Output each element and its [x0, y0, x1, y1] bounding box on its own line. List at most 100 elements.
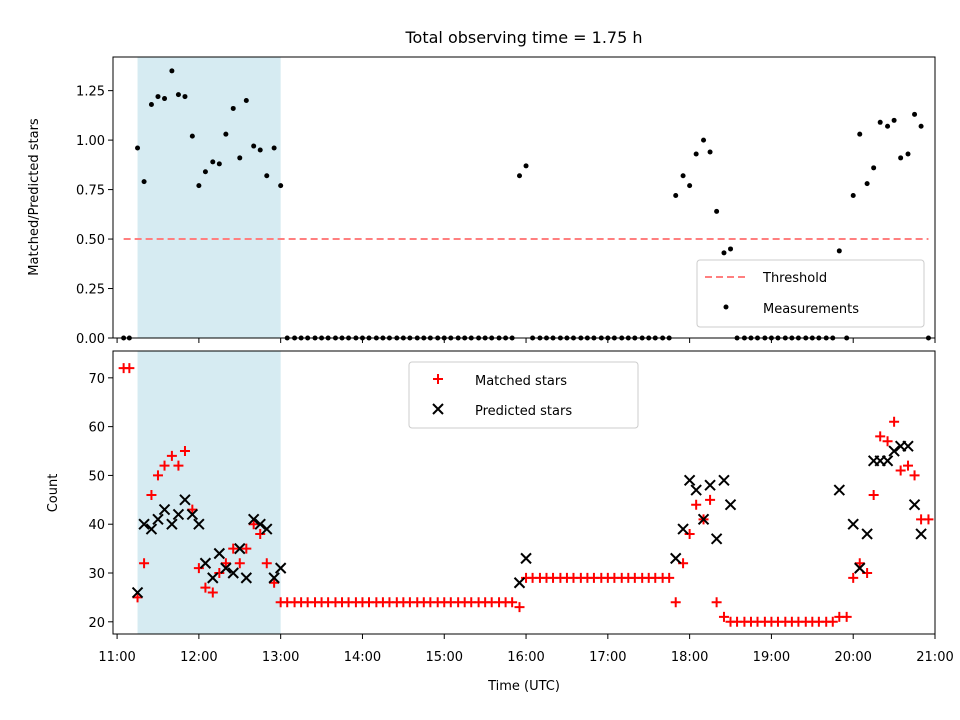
matched-star-marker [507, 597, 518, 608]
measurement-point [175, 92, 181, 98]
predicted-star-marker [172, 508, 185, 521]
matched-star-marker [214, 568, 225, 579]
matched-star-marker [124, 363, 135, 374]
legend-threshold-label: Threshold [762, 271, 827, 286]
predicted-star-marker [179, 494, 191, 506]
matched-star-marker [903, 460, 914, 471]
measurement-point [189, 133, 195, 139]
shaded-region [137, 57, 281, 338]
matched-star-marker [132, 592, 143, 603]
predicted-star-marker [138, 518, 150, 530]
matched-star-marker [193, 563, 204, 574]
matched-star-marker [200, 582, 211, 593]
predicted-star-marker [158, 503, 171, 516]
bottom-y-axis-label: Count [46, 474, 61, 513]
legend-matched-label: Matched stars [475, 374, 567, 389]
predicted-star-marker [220, 562, 232, 574]
bottom-x-axis: 11:00 12:00 13:00 14:00 15:00 16:00 17:00 18:00… [98, 634, 954, 665]
predicted-star-marker [902, 440, 914, 452]
predicted-star-marker [833, 484, 846, 496]
measurement-point [202, 169, 208, 175]
matched-star-marker [889, 416, 900, 427]
legend-predicted-swatch [432, 403, 444, 415]
predicted-star-marker [274, 562, 287, 574]
matched-star-marker [255, 528, 266, 539]
matched-star-marker [146, 489, 157, 500]
measurement-point [264, 173, 270, 179]
predicted-star-marker [227, 567, 239, 579]
predicted-star-marker [718, 474, 730, 487]
measurement-point [885, 123, 891, 129]
predicted-star-marker [152, 513, 164, 526]
measurement-point [680, 173, 686, 179]
measurement-point [257, 147, 263, 153]
bottom-legend-box [408, 361, 639, 429]
predicted-star-marker [268, 572, 280, 584]
matched-star-marker [664, 572, 675, 583]
legend-measurements-label: Measurements [763, 302, 859, 317]
predicted-star-marker [710, 533, 723, 545]
predicted-star-marker [915, 528, 927, 540]
matched-star-marker [241, 543, 252, 554]
y-tick-label: 0.25 [76, 283, 105, 298]
x-tick-label: 17:00 [589, 650, 626, 665]
measurement-point [141, 179, 147, 185]
measurement-point [721, 250, 727, 256]
measurement-point [223, 131, 229, 137]
predicted-star-marker [854, 562, 866, 574]
matched-star-marker [684, 528, 695, 539]
predicted-star-marker [513, 577, 526, 589]
matched-star-marker [261, 558, 272, 569]
matched-star-marker [711, 597, 722, 608]
x-tick-label: 21:00 [916, 650, 953, 665]
predicted-star-marker [690, 484, 702, 496]
predicted-star-marker [677, 523, 689, 535]
top-panel: 0.00 0.25 0.50 0.75 1.00 1.25 Matched/Predict… [27, 56, 936, 347]
measurement-point [707, 149, 713, 155]
matched-star-marker [827, 616, 838, 627]
measurement-point [182, 94, 188, 100]
measurement-point [687, 183, 693, 189]
x-tick-label: 13:00 [262, 650, 299, 665]
legend-measurements-swatch [723, 304, 729, 310]
predicted-star-marker [207, 572, 219, 584]
measurement-point [728, 246, 734, 252]
predicted-star-marker [186, 508, 199, 521]
y-tick-label: 50 [88, 469, 105, 484]
measurement-point [237, 155, 243, 161]
top-y-axis: 0.00 0.25 0.50 0.75 1.00 1.25 [76, 85, 113, 347]
legend-matched-swatch [433, 374, 443, 384]
matched-star-marker [718, 611, 729, 622]
measurement-point [850, 193, 856, 199]
matched-star-marker [173, 460, 184, 471]
measurement-point [714, 208, 720, 214]
predicted-star-marker [166, 518, 178, 530]
measurement-point [169, 68, 175, 74]
predicted-star-marker [697, 513, 710, 526]
matched-star-marker [848, 572, 859, 583]
measurement-point [196, 183, 202, 189]
top-y-axis-label: Matched/Predicted stars [27, 118, 42, 276]
chart-title: Total observing time = 1.75 h [404, 28, 642, 47]
y-tick-label: 60 [88, 421, 105, 436]
y-tick-label: 70 [88, 372, 105, 387]
predicted-star-marker [704, 479, 716, 491]
matched-star-marker [909, 470, 920, 481]
matched-star-marker [895, 465, 906, 476]
measurement-point [243, 98, 249, 104]
bottom-plot-frame [112, 350, 936, 635]
predicted-star-marker [881, 455, 894, 467]
top-legend-box [696, 259, 925, 328]
matched-star-marker [207, 587, 218, 598]
x-tick-label: 14:00 [344, 650, 381, 665]
x-tick-label: 16:00 [507, 650, 544, 665]
measurement-point [857, 131, 863, 137]
y-tick-label: 20 [88, 616, 105, 631]
x-tick-label: 18:00 [671, 650, 708, 665]
top-plot-frame [112, 56, 936, 339]
predicted-star-marker [908, 498, 921, 511]
predicted-star-marker [131, 586, 144, 599]
measurement-point [230, 105, 236, 111]
measurement-point [701, 137, 707, 143]
matched-star-marker [269, 577, 280, 588]
